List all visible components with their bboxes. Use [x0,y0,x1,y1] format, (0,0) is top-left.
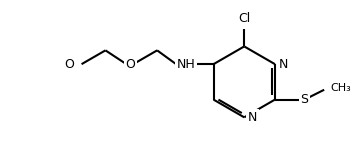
Text: N: N [248,111,258,124]
Text: Cl: Cl [238,12,250,25]
Text: NH: NH [177,58,195,71]
Text: O: O [125,58,135,71]
Text: O: O [64,58,74,71]
Text: CH₃: CH₃ [330,83,351,93]
Text: N: N [279,58,288,71]
Text: S: S [301,93,308,106]
